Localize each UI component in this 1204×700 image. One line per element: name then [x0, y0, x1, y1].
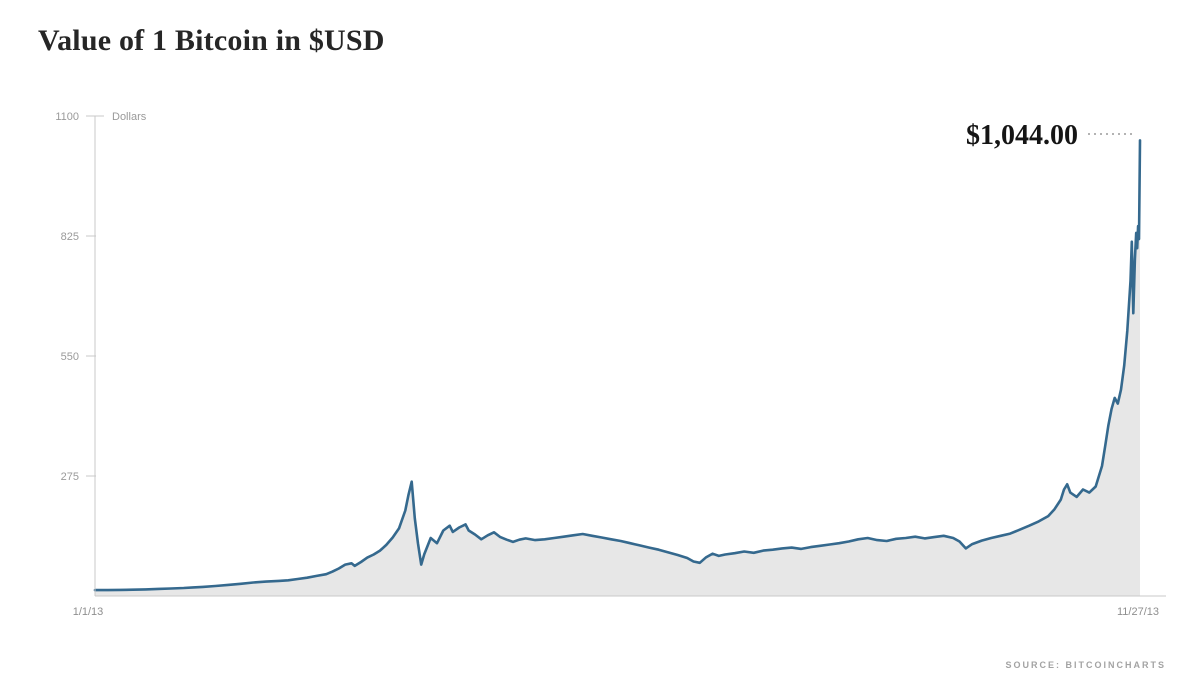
- x-tick-label-start: 1/1/13: [73, 606, 104, 618]
- y-tick-label: 825: [61, 231, 79, 243]
- price-line: [93, 139, 1142, 592]
- price-area: [95, 140, 1140, 596]
- end-value-annotation: $1,044.00: [966, 120, 1078, 151]
- source-credit: SOURCE: BITCOINCHARTS: [1006, 660, 1167, 670]
- y-axis-unit-label: Dollars: [112, 111, 147, 123]
- x-tick-label-end: 11/27/13: [1117, 606, 1159, 618]
- y-tick-label: 275: [61, 471, 79, 483]
- y-tick-label: 550: [61, 351, 79, 363]
- y-axis-ticks: 275 550 825 1100: [55, 111, 104, 483]
- chart-title: Value of 1 Bitcoin in $USD: [38, 24, 385, 57]
- y-tick-label: 1100: [55, 111, 79, 123]
